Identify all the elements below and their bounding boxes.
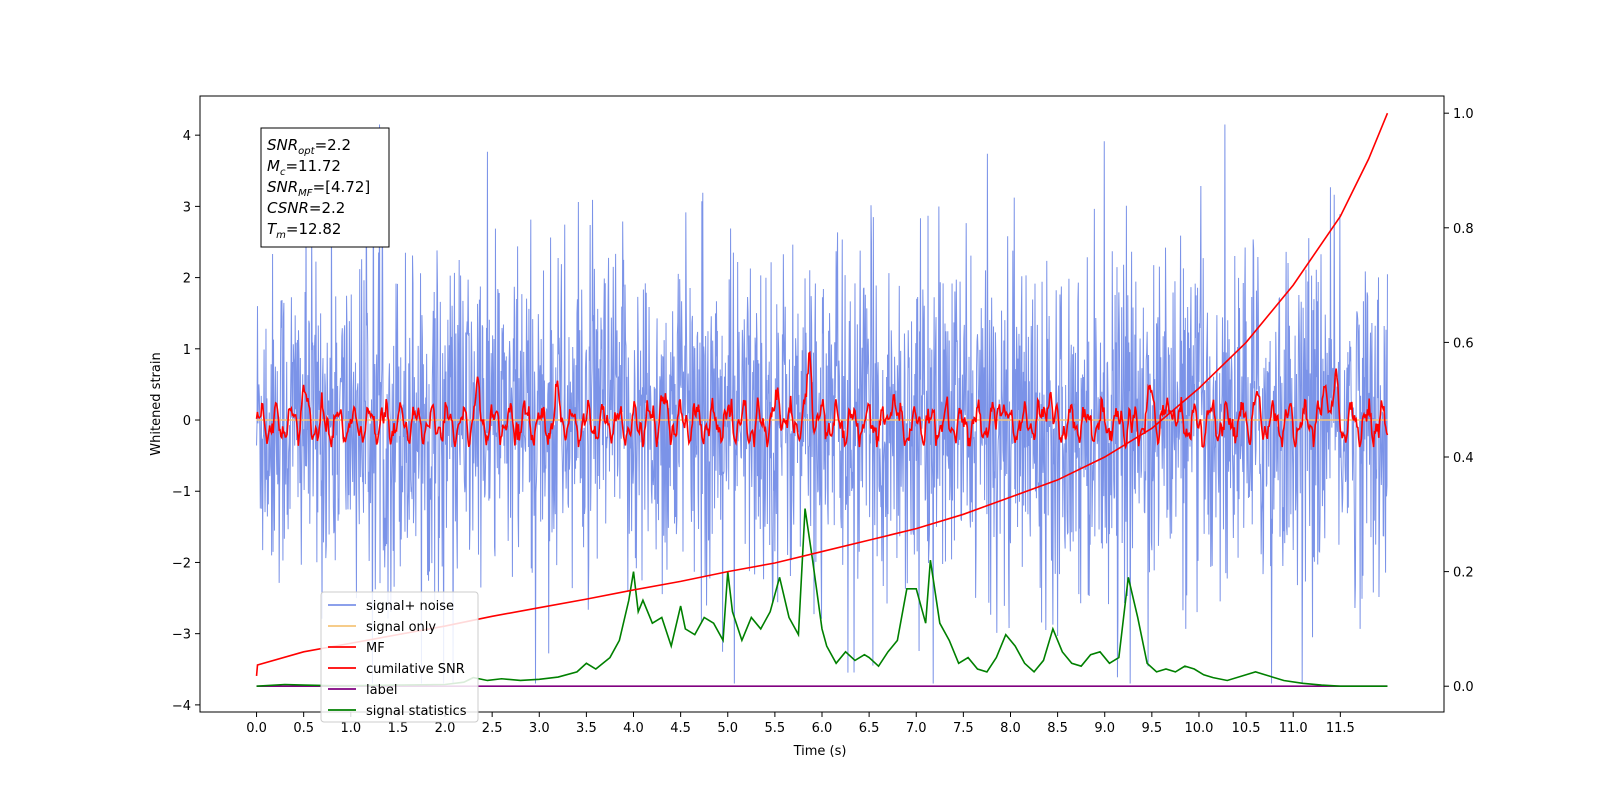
y2-tick-label: 0.4 (1453, 451, 1474, 466)
annotation-value: =2.2 (315, 136, 351, 154)
y2-tick-label: 0.2 (1453, 566, 1474, 581)
annotation-subscript: MF (298, 188, 313, 199)
legend-entry-label: signal+ noise (366, 599, 454, 614)
y2-tick-label: 0.8 (1453, 222, 1474, 237)
y-tick-label: −3 (172, 628, 191, 643)
y-tick-label: 1 (183, 343, 191, 358)
x-tick-label: 11.0 (1279, 721, 1308, 736)
y-tick-label: −4 (172, 699, 191, 714)
annotation-symbol: T (267, 220, 278, 238)
y-tick-label: 4 (183, 129, 191, 144)
series-mf-line (255, 351, 1389, 450)
x-tick-label: 9.0 (1094, 721, 1115, 736)
x-tick-label: 4.0 (623, 721, 644, 736)
annotation-line: CSNR=2.2 (267, 199, 345, 217)
annotation-subscript: m (276, 230, 286, 241)
x-tick-label: 9.5 (1142, 721, 1163, 736)
y2-tick-label: 0.0 (1453, 680, 1474, 695)
x-tick-label: 7.0 (906, 721, 927, 736)
x-tick-label: 3.5 (576, 721, 597, 736)
x-tick-label: 6.0 (812, 721, 833, 736)
y2-axis-ticks: 1.0 0.8 0.6 0.4 0.2 0.0 (1444, 107, 1474, 695)
y-axis-label: Whitened strain (149, 352, 164, 455)
annotation-value: =12.82 (286, 220, 342, 238)
x-axis-label: Time (s) (793, 744, 847, 759)
annotation-symbol: CSNR (267, 199, 309, 217)
x-tick-label: 10.5 (1232, 721, 1261, 736)
x-tick-label: 2.0 (435, 721, 456, 736)
x-tick-label: 0.5 (293, 721, 314, 736)
annotation-frame (260, 127, 390, 248)
x-tick-label: 8.0 (1000, 721, 1021, 736)
x-tick-label: 3.0 (529, 721, 550, 736)
annotation-line: Mc=11.72 (267, 157, 341, 178)
annotation-symbol: M (267, 157, 280, 175)
x-tick-label: 0.0 (246, 721, 267, 736)
x-tick-label: 1.5 (388, 721, 409, 736)
annotation-value: =11.72 (285, 157, 341, 175)
x-tick-label: 8.5 (1047, 721, 1068, 736)
annotation-value: =[4.72] (313, 178, 371, 196)
y-tick-label: 3 (183, 200, 191, 215)
legend-entry-label: label (366, 683, 397, 698)
annotation-line: Tm=12.82 (267, 220, 341, 241)
x-tick-label: 6.5 (859, 721, 880, 736)
series-signal-statistics-line (256, 508, 1388, 688)
annotation-line: SNRMF=[4.72] (267, 178, 370, 199)
y-tick-label: −2 (172, 556, 191, 571)
legend-entry-label: MF (366, 641, 385, 656)
x-tick-label: 5.5 (765, 721, 786, 736)
annotation-symbol: SNR (267, 178, 298, 196)
x-tick-label: 1.0 (340, 721, 361, 736)
x-tick-label: 5.0 (717, 721, 738, 736)
x-tick-label: 2.5 (482, 721, 503, 736)
annotation-value: =2.2 (309, 199, 345, 217)
annotation-box: SNRopt=2.2Mc=11.72SNRMF=[4.72]CSNR=2.2Tm… (260, 127, 390, 248)
x-tick-label: 4.5 (670, 721, 691, 736)
legend: signal+ noise signal only MF cumilative SNR… (320, 591, 479, 723)
x-tick-label: 10.0 (1184, 721, 1213, 736)
y-tick-label: 0 (183, 414, 191, 429)
legend-entry-label: cumilative SNR (366, 662, 465, 677)
x-tick-label: 7.5 (953, 721, 974, 736)
legend-entry-label: signal only (366, 620, 436, 635)
annotation-subscript: opt (298, 146, 315, 157)
y-axis-ticks: 4 3 2 1 0 −1 −2 −3 −4 (172, 129, 200, 714)
x-axis-ticks: 0.0 0.5 1.0 1.5 2.0 2.5 3.0 3.5 4.0 4.5 5.0 5.5 6.0 6… (246, 712, 1355, 736)
x-tick-label: 11.5 (1326, 721, 1355, 736)
legend-frame (320, 591, 479, 723)
y2-tick-label: 1.0 (1453, 107, 1474, 122)
annotation-line: SNRopt=2.2 (267, 136, 351, 157)
y2-tick-label: 0.6 (1453, 336, 1474, 351)
y-tick-label: 2 (183, 272, 191, 287)
series-signal-noise-line (256, 124, 1388, 684)
legend-entry-label: signal statistics (366, 704, 467, 719)
annotation-subscript: c (280, 167, 286, 178)
y-tick-label: −1 (172, 485, 191, 500)
annotation-symbol: SNR (267, 136, 298, 154)
